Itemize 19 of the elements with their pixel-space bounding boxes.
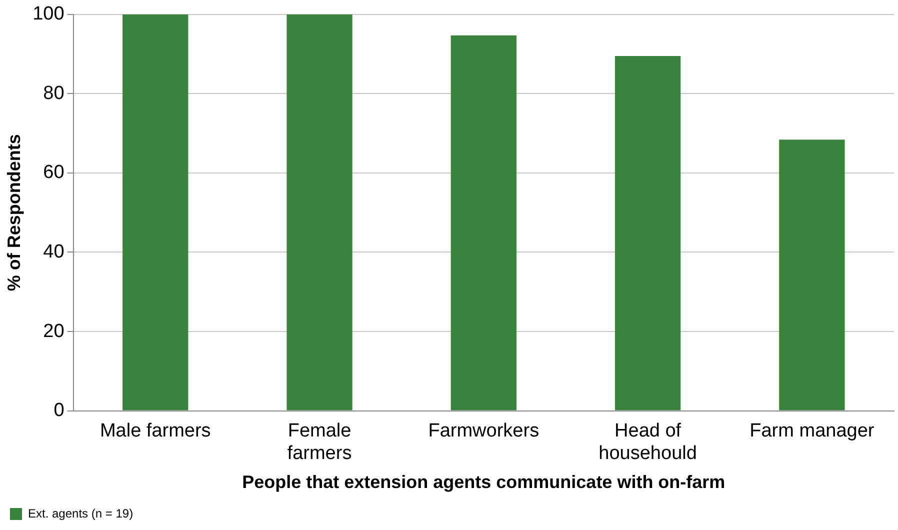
bar xyxy=(779,140,845,410)
y-tick-label: 60 xyxy=(43,162,64,184)
y-tick-label: 0 xyxy=(54,400,64,422)
bar xyxy=(286,14,352,410)
bar xyxy=(122,14,188,410)
legend-label: Ext. agents (n = 19) xyxy=(28,506,134,520)
y-tick-label: 100 xyxy=(32,4,64,25)
y-tick-label: 80 xyxy=(43,82,64,104)
x-tick-label: Male farmers xyxy=(100,420,211,442)
x-tick-label: Head of househould xyxy=(598,420,697,464)
y-axis-title: % of Respondents xyxy=(4,134,24,292)
x-tick-label: Farm manager xyxy=(750,420,875,442)
y-tick-label: 20 xyxy=(43,320,64,342)
x-tick-label: Female farmers xyxy=(287,420,352,464)
bar xyxy=(614,56,681,410)
x-tick-label: Farmworkers xyxy=(428,420,540,442)
bar xyxy=(450,35,516,410)
y-tick-label: 40 xyxy=(43,241,64,262)
x-axis-title: People that extension agents communicate with on-farm xyxy=(242,472,726,492)
